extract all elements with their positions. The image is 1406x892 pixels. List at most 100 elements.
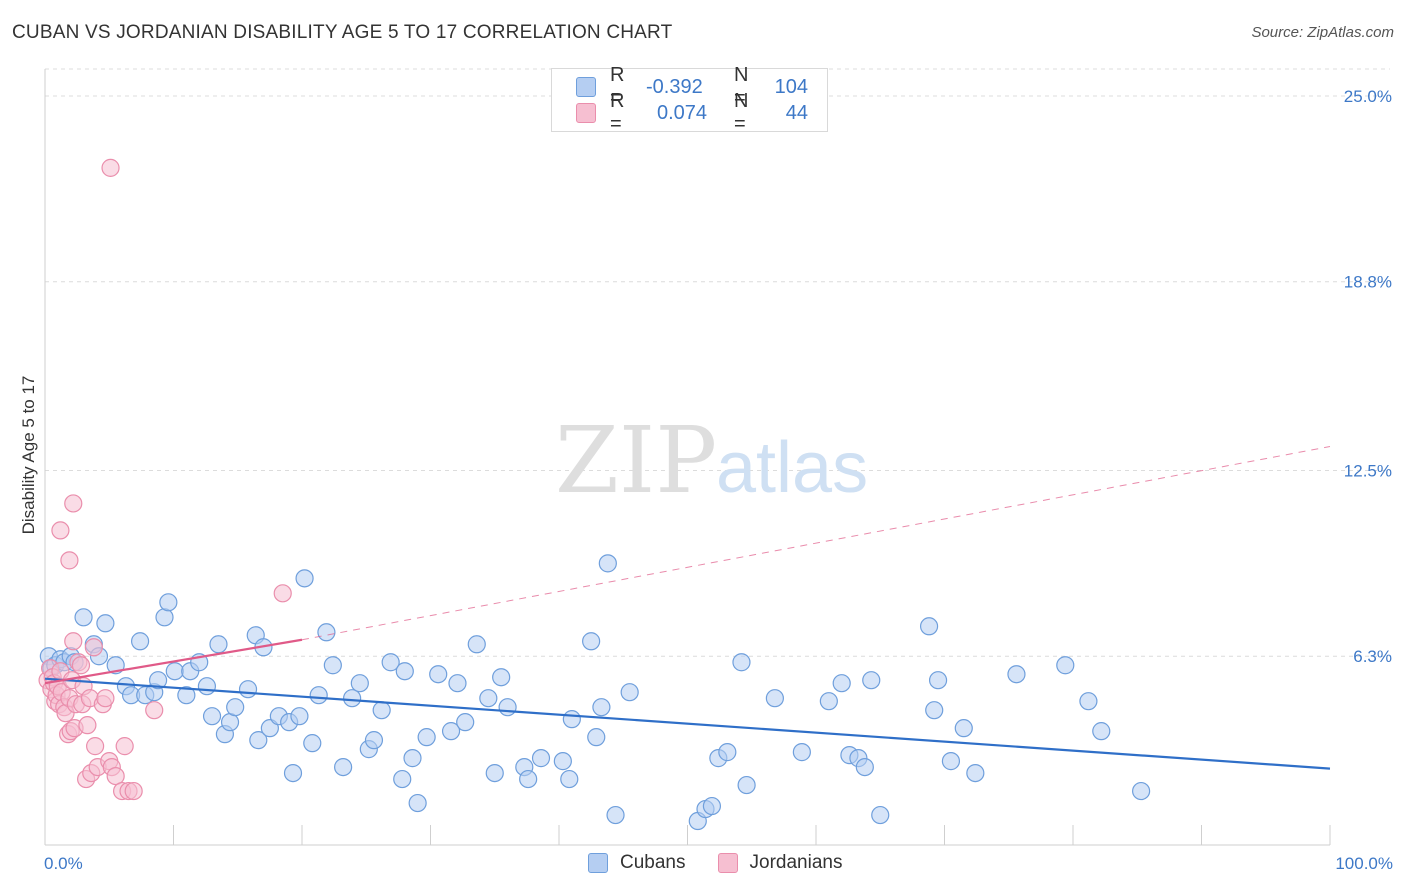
bottom-legend-swatch-cubans: [588, 853, 608, 873]
legend-r-value: -0.392: [646, 75, 703, 98]
legend-swatch-jordanians: [576, 103, 596, 123]
source-label: Source: ZipAtlas.com: [1251, 24, 1394, 41]
point-cubans: [295, 569, 314, 588]
point-cubans: [519, 769, 538, 789]
point-cubans: [238, 680, 258, 699]
point-cubans: [395, 662, 414, 681]
legend-r-value: 0.074: [657, 101, 708, 124]
chart-title: CUBAN VS JORDANIAN DISABILITY AGE 5 TO 1…: [12, 22, 673, 43]
legend: R = -0.392 N = 104 R = 0.074 N = 44: [551, 64, 828, 135]
point-cubans: [303, 734, 322, 753]
legend-n-value: 104: [774, 75, 808, 98]
point-cubans: [165, 662, 184, 681]
point-cubans: [96, 614, 115, 633]
point-cubans: [202, 707, 222, 726]
gridlines: [45, 68, 1390, 657]
y-axis-label: Disability Age 5 to 17: [19, 376, 38, 535]
point-cubans: [148, 671, 168, 690]
x-tick-label: 0.0%: [44, 854, 83, 873]
point-cubans: [732, 653, 751, 672]
y-tick-label: 12.5%: [1344, 461, 1392, 480]
point-cubans: [408, 793, 427, 813]
point-cubans: [832, 674, 851, 693]
point-cubans: [485, 763, 504, 783]
point-cubans: [925, 701, 944, 720]
point-jordanians: [115, 737, 134, 756]
point-cubans: [587, 728, 606, 747]
point-cubans: [592, 698, 611, 717]
point-cubans: [479, 689, 498, 708]
point-jordanians: [124, 781, 143, 801]
trend-line-jordanians: [44, 638, 303, 685]
legend-r-label: R =: [610, 64, 625, 109]
point-jordanians: [273, 584, 292, 603]
point-cubans: [582, 632, 601, 651]
y-tick-label: 25.0%: [1344, 87, 1392, 106]
y-tick-label: 18.8%: [1344, 273, 1392, 292]
point-cubans: [928, 671, 948, 690]
point-cubans: [702, 796, 722, 816]
point-cubans: [871, 805, 890, 825]
point-cubans: [718, 743, 737, 762]
point-cubans: [862, 671, 881, 690]
point-jordanians: [96, 689, 115, 708]
trend-extension-jordanians: [301, 446, 1331, 641]
point-jordanians: [106, 766, 125, 786]
point-cubans: [393, 769, 412, 789]
point-cubans: [381, 653, 400, 672]
point-cubans: [560, 769, 579, 789]
x-tick-label: 100.0%: [1335, 854, 1393, 873]
point-jordanians: [60, 551, 79, 570]
point-cubans: [343, 689, 362, 708]
legend-row-jordanians: R = 0.074 N = 44: [576, 90, 808, 135]
point-cubans: [954, 719, 973, 738]
point-cubans: [249, 731, 268, 750]
point-cubans: [855, 758, 874, 777]
legend-n-label: N =: [734, 64, 749, 109]
point-cubans: [553, 752, 572, 771]
point-cubans: [290, 707, 309, 726]
point-jordanians: [84, 638, 103, 657]
point-cubans: [606, 805, 625, 825]
bottom-legend-label-jordanians: Jordanians: [749, 852, 843, 873]
point-cubans: [403, 749, 422, 768]
point-cubans: [364, 731, 384, 750]
point-cubans: [372, 701, 391, 720]
point-cubans: [492, 668, 511, 687]
point-cubans: [334, 758, 353, 777]
point-cubans: [1056, 656, 1075, 675]
legend-row-cubans: R = -0.392 N = 104: [576, 64, 808, 109]
point-jordanians: [78, 716, 97, 735]
point-cubans: [417, 728, 436, 747]
point-cubans: [919, 617, 939, 636]
point-cubans: [1007, 665, 1026, 684]
point-cubans: [467, 635, 486, 654]
point-cubans: [562, 710, 581, 729]
bottom-legend-cubans: Cubans: [588, 852, 686, 874]
point-cubans: [177, 686, 196, 705]
point-cubans: [74, 608, 93, 627]
point-cubans: [941, 752, 961, 771]
y-tick-label: 6.3%: [1353, 647, 1392, 666]
legend-n-label: N =: [734, 90, 749, 135]
watermark-zip: ZIP: [555, 407, 717, 514]
x-tick-labels: 0.0% 100.0%: [44, 854, 1393, 873]
legend-n-value: 44: [785, 101, 808, 124]
point-cubans: [226, 698, 245, 717]
trend-line-cubans: [44, 677, 1331, 770]
bottom-legend-jordanians: Jordanians: [717, 852, 843, 874]
y-tick-labels: 6.3% 12.5% 18.8% 25.0%: [1344, 87, 1392, 666]
point-cubans: [966, 763, 985, 783]
point-jordanians: [86, 737, 105, 756]
point-jordanians: [101, 158, 120, 177]
bottom-legend: Cubans Jordanians: [588, 852, 874, 874]
point-cubans: [159, 593, 178, 612]
point-cubans: [598, 554, 617, 573]
point-jordanians: [145, 701, 164, 720]
axes: [44, 69, 1331, 846]
point-cubans: [197, 677, 217, 696]
point-cubans: [155, 608, 174, 627]
point-cubans: [456, 713, 475, 732]
point-cubans: [350, 674, 369, 693]
point-cubans: [448, 674, 467, 693]
